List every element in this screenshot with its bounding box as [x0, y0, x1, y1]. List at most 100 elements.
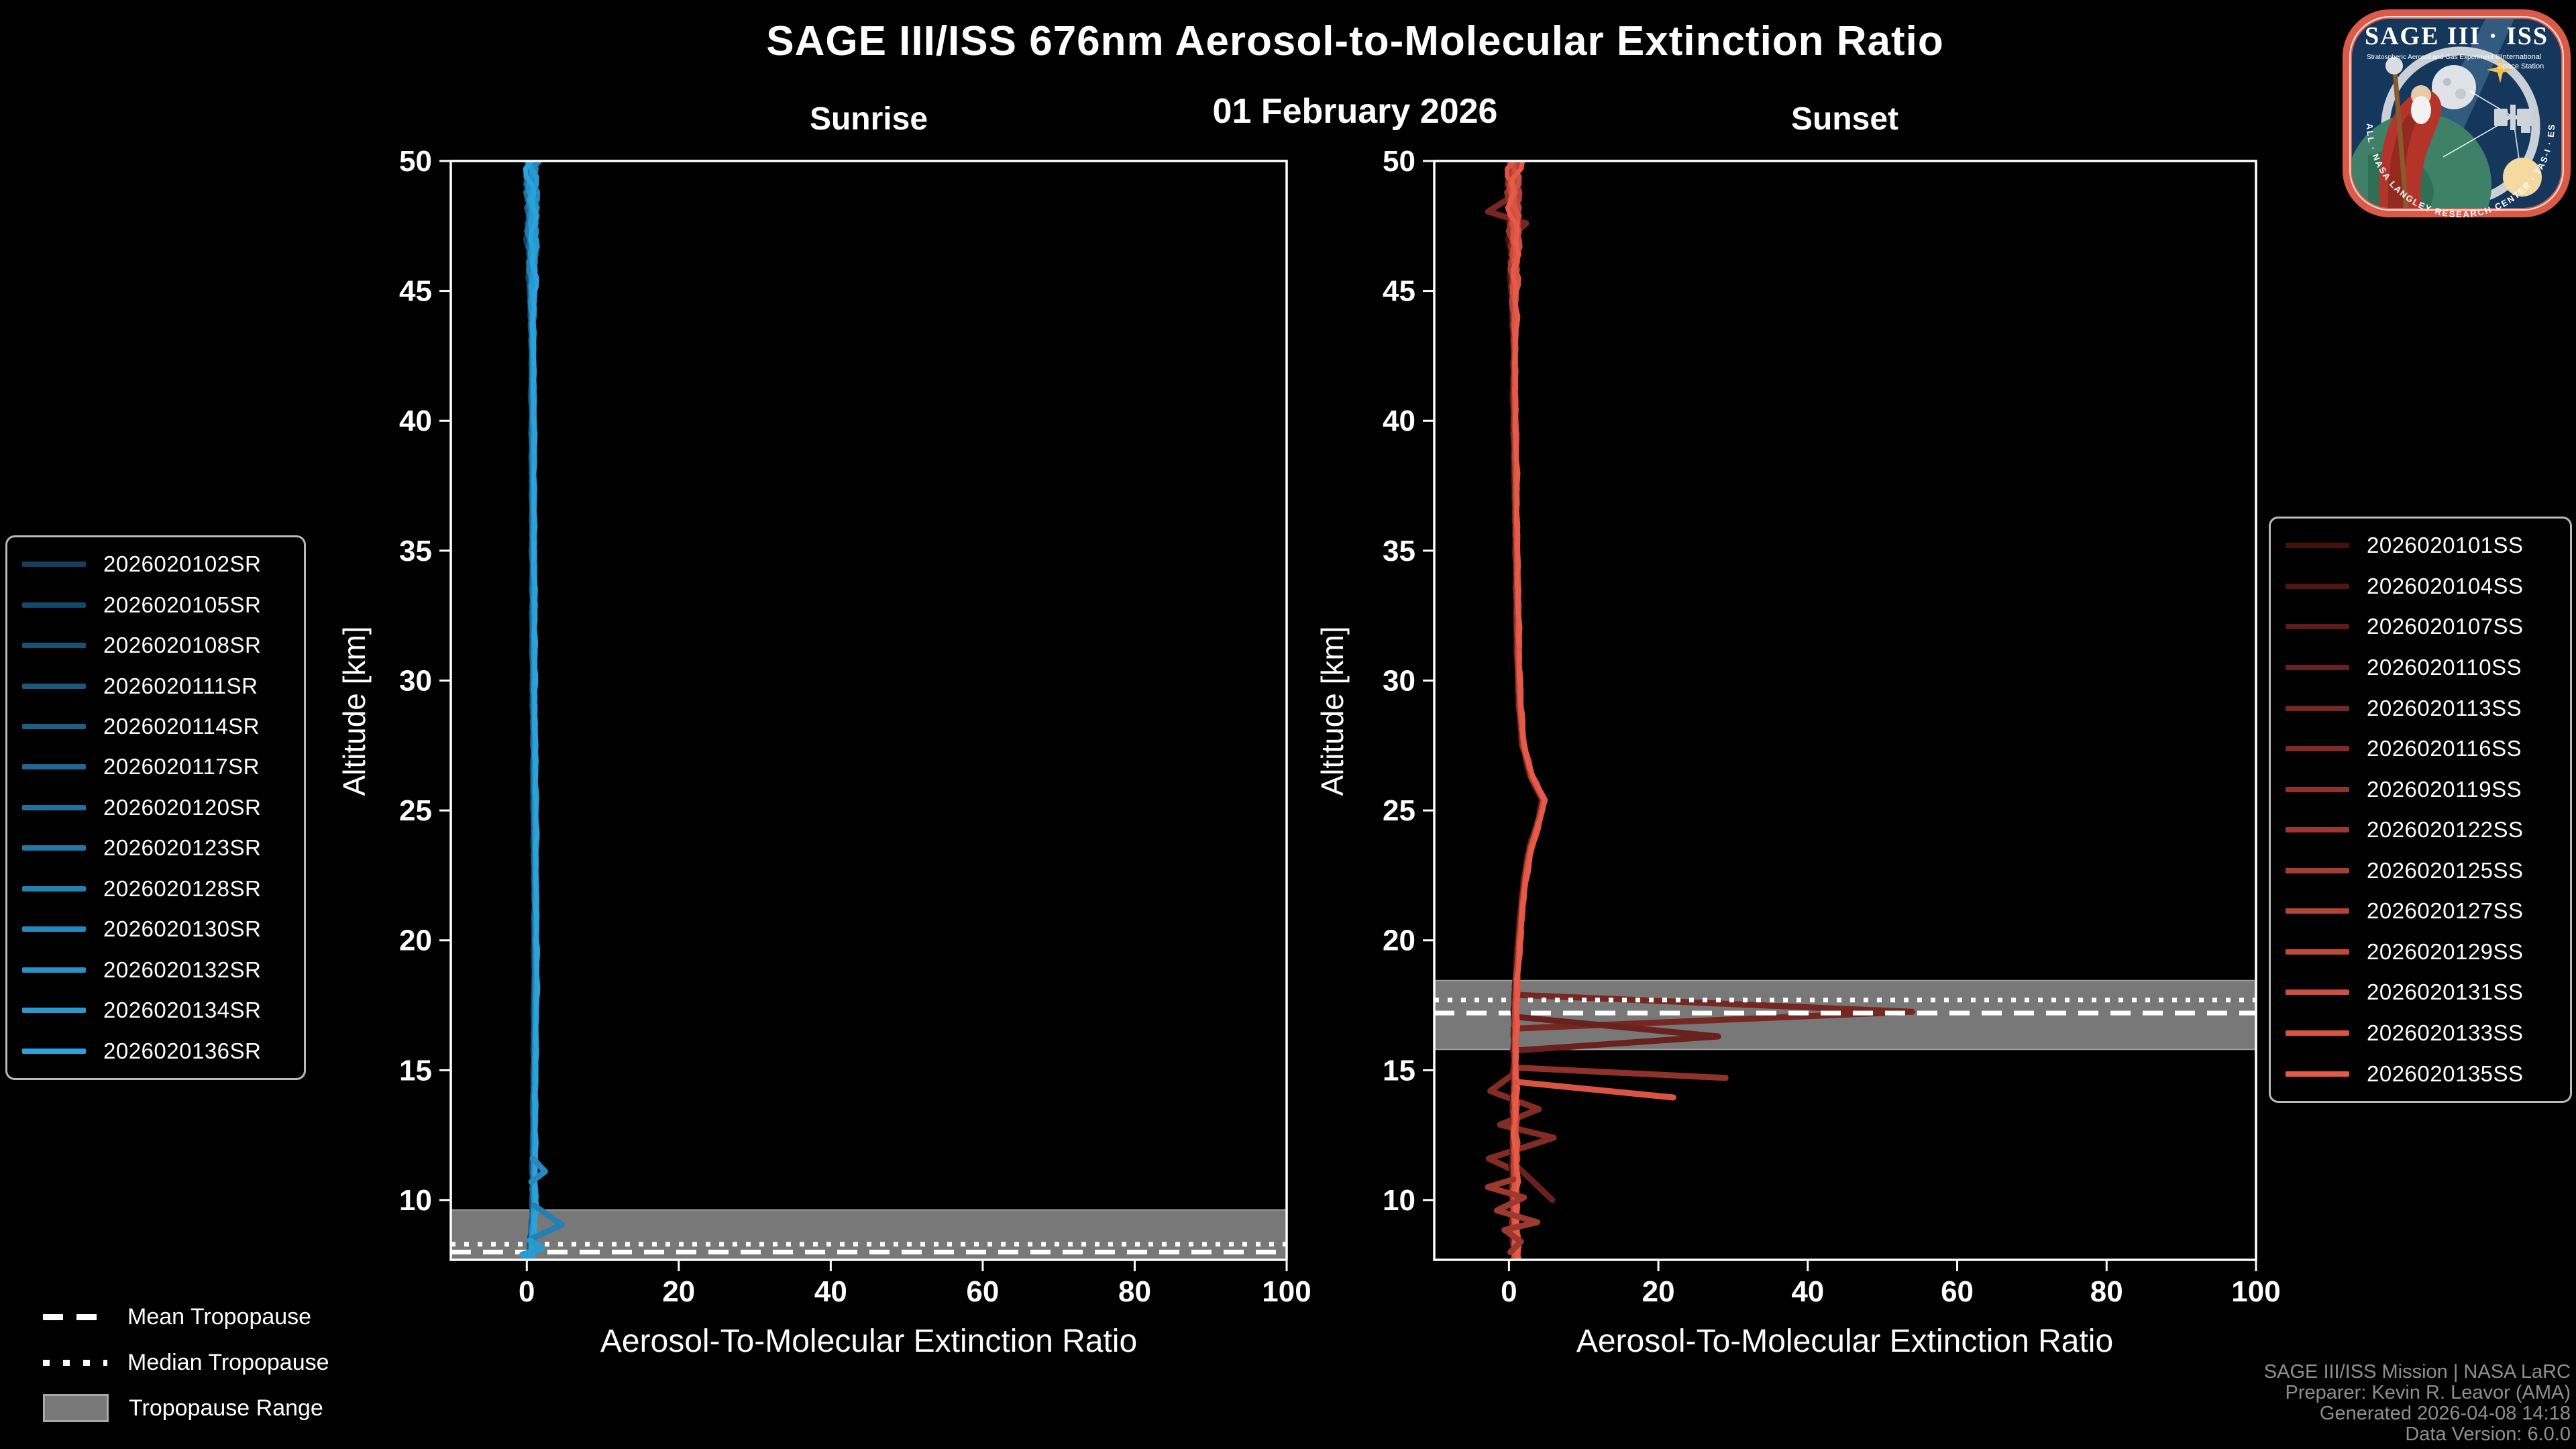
tropopause-range-legend-item: Tropopause Range: [43, 1391, 329, 1425]
legend-event-label: 2026020120SR: [103, 794, 262, 820]
credit-data-version: Data Version: 6.0.0: [2405, 1424, 2571, 1445]
legend-event-label: 2026020133SS: [2367, 1020, 2524, 1046]
legend-line-sample: [2286, 746, 2349, 752]
y-tick-label: 20: [1383, 924, 1415, 957]
y-tick-label: 10: [399, 1184, 432, 1217]
profile-spike: [1485, 1071, 1557, 1175]
legend-item: 2026020136SR: [22, 1038, 289, 1064]
sunset-panel-title: Sunset: [1790, 101, 1899, 137]
patch-inner-outline: [2349, 16, 2564, 211]
mean-tropopause-legend-item: Mean Tropopause: [43, 1300, 329, 1334]
legend-event-label: 2026020125SS: [2367, 857, 2524, 883]
legend-line-sample: [2286, 543, 2349, 549]
legend-line-sample: [2286, 1030, 2349, 1036]
y-tick-label: 15: [1383, 1054, 1415, 1087]
legend-item: 2026020128SR: [22, 876, 289, 902]
x-tick-label: 0: [1501, 1275, 1517, 1308]
y-tick-label: 25: [399, 794, 432, 827]
x-tick-label: 40: [1791, 1275, 1824, 1308]
legend-line-sample: [2286, 908, 2349, 914]
y-tick-label: 15: [399, 1054, 432, 1087]
legend-line-sample: [2286, 583, 2349, 589]
logo-subtitle-right-2: Space Station: [2498, 62, 2544, 70]
sunrise-plot-area: [451, 161, 1287, 1260]
legend-line-sample: [22, 561, 86, 568]
y-tick-label: 10: [1383, 1184, 1415, 1217]
legend-event-label: 2026020134SR: [103, 998, 262, 1023]
legend-item: 2026020133SS: [2286, 1020, 2555, 1046]
profile-spike: [1485, 1176, 1541, 1255]
legend-event-label: 2026020132SR: [103, 957, 262, 982]
sunrise-x-axis-label: Aerosol-To-Molecular Extinction Ratio: [600, 1324, 1138, 1359]
y-tick-label: 30: [399, 664, 432, 697]
legend-item: 2026020131SS: [2286, 979, 2555, 1005]
sunset-x-axis-label: Aerosol-To-Molecular Extinction Ratio: [1576, 1324, 2114, 1359]
legend-line-sample: [22, 764, 86, 770]
profile-spike: [1509, 1014, 1721, 1054]
credit-preparer: Preparer: Kevin R. Leavor (AMA): [2285, 1382, 2571, 1403]
legend-line-sample: [22, 724, 86, 730]
x-tick-label: 60: [966, 1275, 999, 1308]
y-tick-label: 35: [1383, 535, 1415, 568]
legend-item: 2026020119SS: [2286, 777, 2555, 802]
sunset-y-axis-label: Altitude [km]: [1315, 626, 1350, 796]
profile-spike: [1510, 991, 1916, 1032]
dotted-line-sample: [43, 1359, 107, 1366]
legend-line-sample: [2286, 989, 2349, 996]
legend-line-sample: [22, 967, 86, 973]
x-tick-label: 80: [2090, 1275, 2123, 1308]
legend-item: 2026020116SS: [2286, 736, 2555, 761]
y-tick-label: 40: [399, 405, 432, 437]
legend-line-sample: [2286, 705, 2349, 711]
legend-item: 2026020125SS: [2286, 858, 2555, 883]
band-sample: [43, 1394, 109, 1422]
legend-event-label: 2026020108SR: [103, 633, 262, 658]
sunset-legend: 2026020101SS 2026020104SS 2026020107SS 2026…: [2269, 517, 2572, 1103]
legend-line-sample: [22, 1008, 86, 1014]
legend-item: 2026020110SS: [2286, 655, 2555, 680]
sunset-plot-area: [1434, 161, 2256, 1260]
legend-line-sample: [22, 926, 86, 932]
profile-spike: [1512, 1162, 1556, 1203]
legend-item: 2026020114SR: [22, 714, 289, 739]
legend-item: 2026020108SR: [22, 633, 289, 658]
credit-generated: Generated 2026-04-08 14:18: [2319, 1403, 2571, 1424]
legend-item: 2026020102SR: [22, 551, 289, 577]
legend-item: 2026020120SR: [22, 795, 289, 820]
legend-event-label: 2026020116SS: [2367, 736, 2522, 761]
legend-event-label: 2026020131SS: [2367, 979, 2524, 1005]
legend-line-sample: [22, 643, 86, 649]
tropopause-range-label: Tropopause Range: [129, 1395, 323, 1421]
legend-event-label: 2026020119SS: [2367, 776, 2522, 802]
profile-spike: [528, 1155, 548, 1185]
x-tick-label: 100: [1262, 1275, 1311, 1308]
father-time-figure: [2379, 57, 2442, 208]
logo-subtitle-right-1: International: [2501, 53, 2542, 61]
x-tick-label: 60: [1941, 1275, 1974, 1308]
date-subtitle: 01 February 2026: [1212, 92, 1498, 131]
logo-subtitle-left: Stratospheric Aerosol and Gas Experiment…: [2367, 54, 2501, 61]
legend-event-label: 2026020111SR: [103, 673, 258, 698]
legend-line-sample: [2286, 867, 2349, 873]
legend-line-sample: [2286, 624, 2349, 630]
legend-line-sample: [22, 845, 86, 851]
profile-spike: [1511, 1064, 1729, 1081]
page-title: SAGE III/ISS 676nm Aerosol-to-Molecular …: [766, 18, 1944, 64]
legend-event-label: 2026020117SR: [103, 754, 260, 780]
legend-item: 2026020113SS: [2286, 696, 2555, 721]
y-tick-label: 40: [1383, 405, 1415, 437]
x-tick-label: 80: [1118, 1275, 1151, 1308]
legend-item: 2026020105SR: [22, 592, 289, 618]
profile-spike: [1512, 1079, 1676, 1101]
legend-item: 2026020134SR: [22, 998, 289, 1023]
legend-event-label: 2026020122SS: [2367, 817, 2524, 843]
panel-frame: [449, 160, 1288, 1261]
legend-event-label: 2026020123SR: [103, 835, 262, 861]
legend-line-sample: [2286, 664, 2349, 670]
y-tick-label: 20: [399, 924, 432, 957]
star-icon: [2487, 56, 2514, 83]
profile-spike: [528, 1202, 565, 1242]
legend-line-sample: [2286, 949, 2349, 955]
legend-event-label: 2026020136SR: [103, 1038, 262, 1063]
